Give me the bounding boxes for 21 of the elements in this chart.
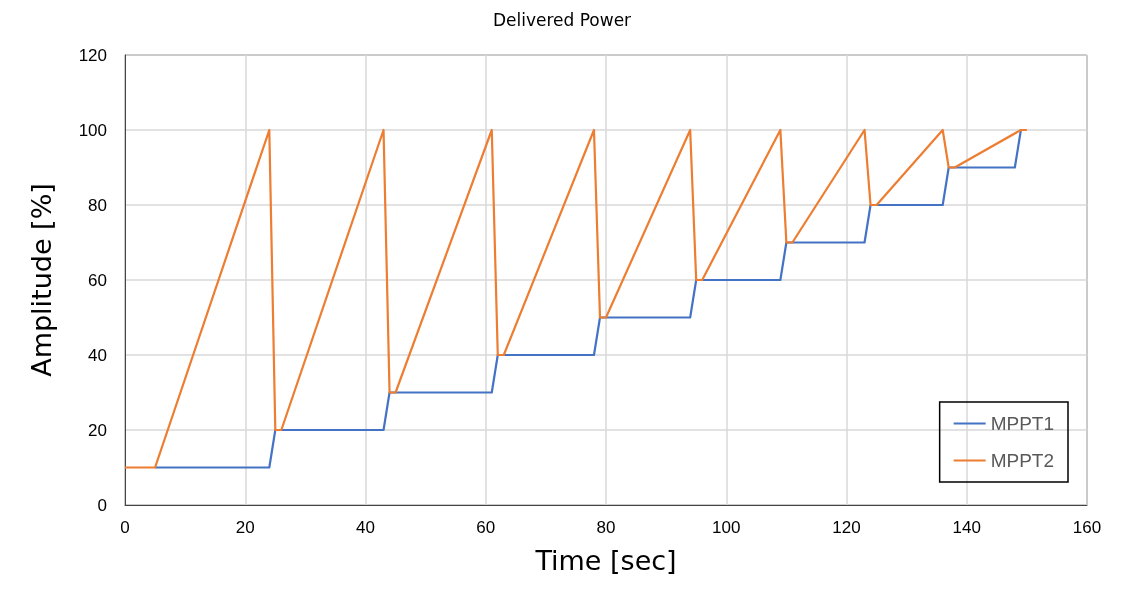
x-tick-label: 0 <box>120 518 130 537</box>
x-tick-label: 120 <box>832 518 861 537</box>
x-tick-label: 20 <box>235 518 255 537</box>
x-tick-label: 100 <box>712 518 741 537</box>
y-tick-label: 20 <box>88 420 107 440</box>
x-tick-label: 40 <box>356 518 375 537</box>
y-tick-label: 40 <box>88 345 107 365</box>
legend-label: MPPT1 <box>990 413 1055 434</box>
x-tick-label: 60 <box>476 518 496 537</box>
x-tick-label: 140 <box>952 518 981 537</box>
x-tick-label: 160 <box>1072 518 1102 537</box>
chart-title: Delivered Power <box>492 9 632 30</box>
y-tick-label: 100 <box>78 120 107 140</box>
y-tick-label: 120 <box>78 45 107 65</box>
x-tick-label: 80 <box>596 518 616 537</box>
y-axis-title: Amplitude [%] <box>26 183 57 377</box>
x-axis-title: Time [sec] <box>534 545 677 576</box>
y-tick-label: 60 <box>88 270 107 290</box>
legend-label: MPPT2 <box>990 450 1055 471</box>
y-tick-label: 0 <box>97 495 107 515</box>
y-tick-label: 80 <box>88 195 107 215</box>
